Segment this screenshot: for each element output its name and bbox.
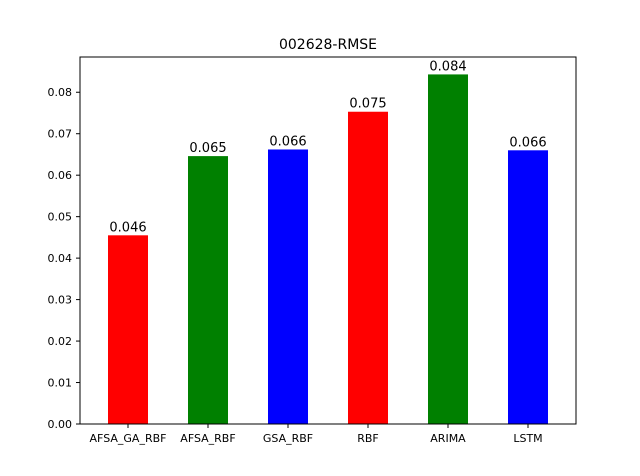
y-tick-label: 0.04: [48, 252, 73, 265]
bar-afsa-rbf: [188, 156, 228, 425]
y-tick-label: 0.01: [48, 377, 73, 390]
x-tick-label: RBF: [357, 432, 379, 445]
bar-rbf: [348, 111, 388, 424]
bar-afsa-ga-rbf: [108, 235, 148, 424]
x-tick-label: LSTM: [513, 432, 542, 445]
y-tick-label: 0.02: [48, 335, 73, 348]
plot-frame: [79, 56, 577, 425]
bar-arima: [428, 74, 468, 425]
axes-layer: AFSA_GA_RBF AFSA_RBF GSA_RBF RBF ARIMA LSTM 0.…: [48, 56, 577, 445]
y-tick-label: 0.08: [48, 86, 73, 99]
bar-lstm: [508, 150, 548, 424]
y-tick-label: 0.06: [48, 169, 73, 182]
x-tick-label: AFSA_GA_RBF: [90, 432, 167, 445]
data-label: 0.066: [269, 134, 306, 149]
bar-gsa-rbf: [268, 149, 308, 424]
data-label: 0.065: [189, 141, 226, 156]
chart-title: 002628-RMSE: [279, 37, 377, 53]
y-tick-label: 0.03: [48, 294, 73, 307]
data-label: 0.046: [109, 220, 146, 235]
y-tick-label: 0.05: [48, 211, 73, 224]
y-tick-label: 0.07: [48, 128, 73, 141]
x-tick-label: GSA_RBF: [263, 432, 313, 445]
x-tick-label: AFSA_RBF: [180, 432, 235, 445]
data-label: 0.066: [509, 135, 546, 150]
data-label: 0.075: [349, 97, 386, 112]
x-tick-label: ARIMA: [430, 432, 466, 445]
data-label: 0.084: [429, 59, 466, 74]
bars-layer: [108, 74, 548, 425]
data-labels-layer: 0.046 0.065 0.066 0.075 0.084 0.066: [109, 59, 546, 235]
y-tick-label: 0.00: [48, 418, 73, 431]
